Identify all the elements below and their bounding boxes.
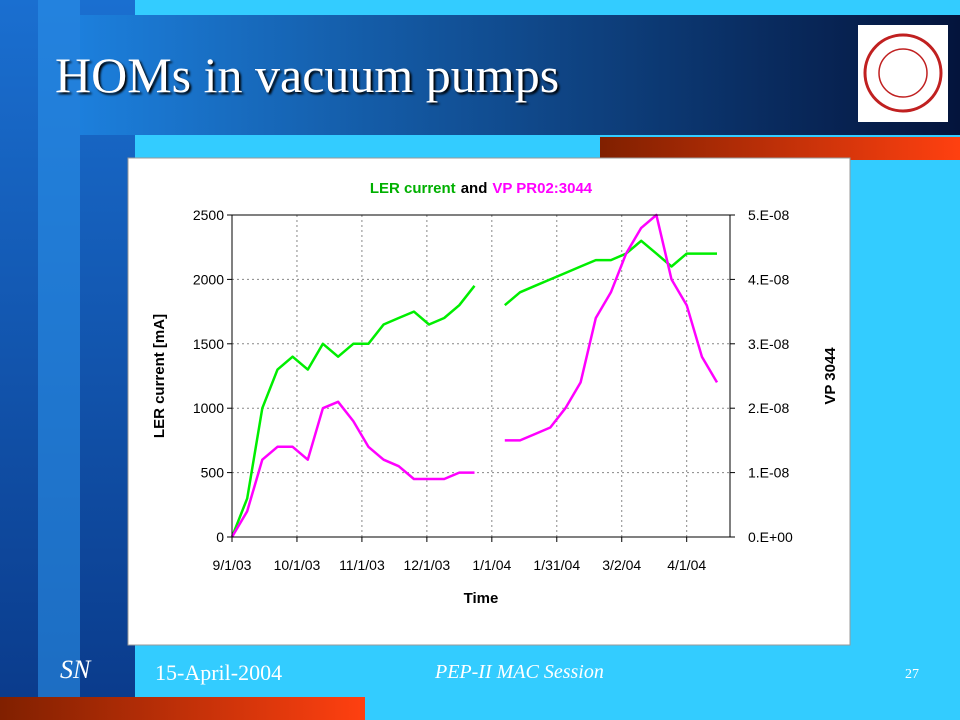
x-tick-label: 10/1/03 [274, 557, 321, 573]
slide-title: HOMs in vacuum pumps [55, 47, 559, 103]
y-tick-label: 0 [216, 529, 224, 545]
y2-axis-label: VP 3044 [822, 347, 839, 405]
y-tick-label: 1500 [193, 336, 224, 352]
y2-tick-label: 0.E+00 [748, 529, 793, 545]
y2-tick-label: 5.E-08 [748, 207, 789, 223]
page-number: 27 [905, 667, 919, 682]
event: PEP-II MAC Session [434, 661, 604, 683]
logo-ring [878, 48, 928, 98]
y-tick-label: 1000 [193, 400, 224, 416]
x-tick-label: 1/31/04 [533, 557, 580, 573]
title-band [80, 15, 960, 135]
x-axis-label: Time [464, 590, 499, 607]
x-tick-label: 4/1/04 [667, 557, 706, 573]
accent-bar [0, 697, 365, 720]
chart: LER current and VP PR02:3044 0 500 1000 1500 20… [151, 180, 839, 607]
y-tick-label: 2000 [193, 271, 224, 287]
x-tick-label: 3/2/04 [602, 557, 641, 573]
title-part: and [461, 180, 488, 197]
initials: SN [60, 655, 92, 684]
y2-tick-label: 1.E-08 [748, 465, 789, 481]
x-tick-label: 11/1/03 [339, 557, 385, 573]
logo-ring [863, 33, 943, 113]
y-axis-label: LER current [mA] [151, 314, 168, 438]
x-tick-label: 1/1/04 [472, 557, 511, 573]
x-tick-label: 9/1/03 [213, 557, 252, 573]
x-tick-label: 12/1/03 [404, 557, 451, 573]
title-part: VP PR02:3044 [492, 180, 592, 197]
y2-tick-label: 4.E-08 [748, 271, 789, 287]
series-line [230, 213, 719, 538]
series-line [230, 239, 717, 538]
plot-frame [231, 214, 731, 538]
y2-tick-label: 2.E-08 [748, 400, 789, 416]
y-tick-label: 500 [201, 465, 225, 481]
date: 15-April-2004 [155, 660, 282, 685]
accent-bar [600, 137, 960, 160]
y2-tick-label: 3.E-08 [748, 336, 789, 352]
y-tick-label: 2500 [193, 207, 224, 223]
logo [858, 25, 948, 122]
chart-title: LER current and VP PR02:3044 [370, 180, 593, 197]
title-part: LER current [370, 180, 456, 197]
left-stripe [38, 0, 80, 720]
